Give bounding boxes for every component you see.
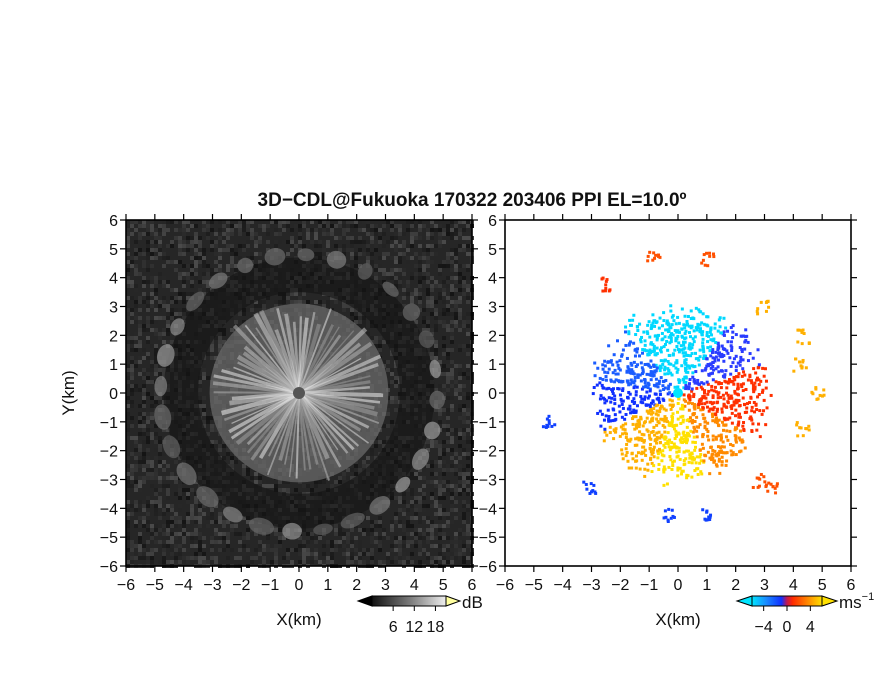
snr-x-tick-label: 5 [439,577,448,594]
snr-dark-annulus [163,257,435,529]
snr-x-tick-label: −1 [261,577,279,594]
snr-y-tick-label: 0 [109,386,118,403]
snr-y-tick-label: −1 [100,415,118,432]
velocity-x-tick-label: −2 [611,577,629,594]
velocity-y-tick-label: −4 [479,501,497,518]
velocity-y-tick-label: 1 [488,357,497,374]
snr-center-dot [293,387,305,399]
velocity-y-tick-label: −2 [479,444,497,461]
velocity-y-tick-label: 5 [488,242,497,259]
velocity-x-tick-label: 6 [847,577,856,594]
velocity-y-tick-label: 6 [488,213,497,230]
velocity-y-tick-label: 4 [488,271,497,288]
velocity-colorbar-unit-base: ms [839,593,862,612]
snr-x-tick-label: 2 [352,577,361,594]
snr-colorbar-tick-label: 6 [389,619,398,636]
velocity-y-tick-label: 2 [488,328,497,345]
velocity-image [505,220,851,566]
snr-y-tick-label: 2 [109,328,118,345]
velocity-x-tick-label: 2 [731,577,740,594]
snr-y-tick-label: −6 [100,559,118,576]
velocity-colorbar: −4 0 4 ms−1 [735,591,874,636]
snr-x-tick-label: −2 [232,577,250,594]
velocity-colorbar-tick-label: −4 [755,619,773,636]
velocity-x-tick-label: 1 [702,577,711,594]
snr-colorbar-tick-label: 18 [427,619,445,636]
snr-x-tick-label: −5 [146,577,164,594]
velocity-x-tick-label: −1 [640,577,658,594]
snr-panel: −6 −5 −4 −3 −2 −1 0 1 2 3 4 5 6 −6 −5 −4 −3 −2 −1 0 1 2 3 4 5 6 X… [59,213,478,629]
snr-y-axis-label: Y(km) [59,370,78,415]
velocity-axis-ticks: −6 −5 −4 −3 −2 −1 0 1 2 3 4 5 6 −6 −5 −4 −3 −2 −1 0 1 2 3 4 5 6 [479,213,857,594]
velocity-x-tick-label: 5 [818,577,827,594]
velocity-x-tick-label: 0 [674,577,683,594]
snr-y-tick-label: −5 [100,530,118,547]
snr-colorbar-low-triangle [356,595,373,607]
velocity-colorbar-ramp [751,595,823,607]
velocity-y-tick-label: −3 [479,473,497,490]
snr-y-tick-label: 3 [109,300,118,317]
velocity-colorbar-low-triangle [735,595,753,607]
velocity-panel: −6 −5 −4 −3 −2 −1 0 1 2 3 4 5 6 −6 −5 −4 −3 −2 −1 0 1 2 3 4 5 6 X… [479,213,857,629]
velocity-x-tick-label: −5 [525,577,543,594]
snr-x-tick-label: 3 [381,577,390,594]
velocity-echo [591,304,773,487]
velocity-center-dot [673,388,683,398]
snr-x-tick-label: −3 [203,577,221,594]
snr-echo-rays [212,307,384,481]
velocity-x-tick-label: 3 [760,577,769,594]
velocity-x-axis-label: X(km) [655,610,700,629]
velocity-y-tick-label: −6 [479,559,497,576]
snr-outer-ring [154,247,446,540]
snr-x-tick-label: 6 [468,577,477,594]
snr-y-tick-label: 1 [109,357,118,374]
snr-y-tick-label: −3 [100,473,118,490]
snr-x-tick-label: 4 [410,577,419,594]
snr-colorbar: 6 12 18 dB [356,593,483,636]
velocity-x-tick-label: −3 [582,577,600,594]
velocity-outer-echoes [541,250,826,524]
snr-x-tick-label: −4 [175,577,193,594]
velocity-x-tick-label: 4 [789,577,798,594]
snr-y-tick-label: 6 [109,213,118,230]
snr-x-tick-label: −6 [117,577,135,594]
velocity-colorbar-tick-label: 0 [783,619,792,636]
velocity-colorbar-unit-exponent: −1 [862,591,875,603]
velocity-y-tick-label: −5 [479,530,497,547]
velocity-colorbar-high-triangle [821,595,839,607]
snr-x-axis-label: X(km) [276,610,321,629]
velocity-x-tick-label: −4 [554,577,572,594]
snr-y-tick-label: −4 [100,501,118,518]
snr-x-tick-label: 0 [295,577,304,594]
velocity-y-tick-label: −1 [479,415,497,432]
snr-axis-ticks: −6 −5 −4 −3 −2 −1 0 1 2 3 4 5 6 −6 −5 −4 −3 −2 −1 0 1 2 3 4 5 6 [100,213,478,594]
figure-title: 3D−CDL@Fukuoka 170322 203406 PPI EL=10.0… [258,190,687,211]
velocity-x-tick-label: −6 [496,577,514,594]
velocity-colorbar-unit: ms−1 [839,591,874,612]
snr-colorbar-high-triangle [445,595,462,607]
velocity-y-tick-label: 3 [488,300,497,317]
snr-y-tick-label: 5 [109,242,118,259]
snr-y-tick-label: −2 [100,444,118,461]
snr-x-tick-label: 1 [323,577,332,594]
velocity-colorbar-tick-label: 4 [806,619,815,636]
snr-image [126,220,474,568]
snr-y-tick-label: 4 [109,271,118,288]
velocity-y-tick-label: 0 [488,386,497,403]
snr-colorbar-ramp [371,595,447,607]
velocity-colorbar-ticks: −4 0 4 [755,606,815,636]
snr-colorbar-unit: dB [462,593,483,612]
snr-colorbar-ticks: 6 12 18 [389,606,445,636]
snr-colorbar-tick-label: 12 [405,619,423,636]
